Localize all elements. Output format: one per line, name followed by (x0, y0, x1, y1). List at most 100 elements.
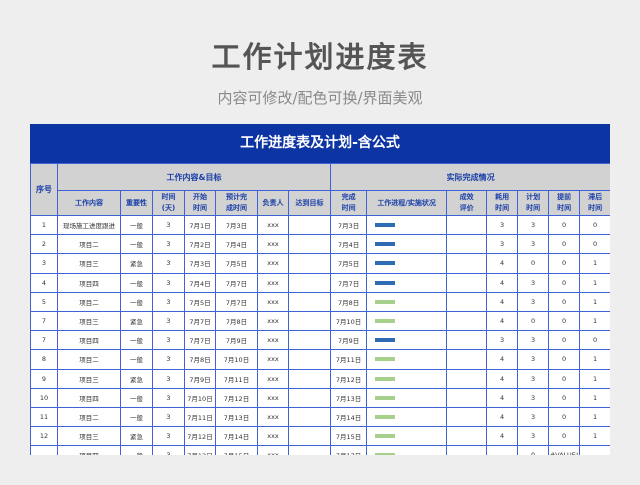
table-cell[interactable] (287, 214, 332, 236)
table-cell[interactable]: 3 (517, 330, 550, 351)
table-cell[interactable]: 1 (579, 406, 610, 428)
table-cell[interactable] (486, 445, 519, 455)
table-cell[interactable]: 紧急 (120, 310, 153, 332)
table-cell[interactable]: 项目四 (57, 272, 121, 293)
progress-cell[interactable] (366, 387, 448, 408)
table-cell[interactable] (287, 291, 332, 312)
table-cell[interactable]: 7月11日 (184, 406, 216, 428)
table-cell[interactable]: 7 (30, 310, 58, 332)
table-cell[interactable]: 3 (486, 214, 519, 236)
table-cell[interactable]: 7月8日 (330, 291, 368, 312)
table-cell[interactable]: 0 (579, 234, 610, 255)
progress-cell[interactable] (366, 310, 448, 332)
table-cell[interactable]: 7月7日 (215, 291, 258, 312)
table-cell[interactable]: 3 (152, 272, 185, 293)
table-cell[interactable]: 一般 (120, 349, 153, 370)
table-cell[interactable]: 3 (152, 368, 185, 389)
table-cell[interactable]: 7月1日 (184, 214, 216, 236)
table-cell[interactable] (446, 291, 488, 312)
table-cell[interactable] (446, 368, 488, 389)
table-cell[interactable] (287, 234, 332, 255)
table-cell[interactable] (287, 406, 332, 428)
table-cell[interactable]: 3 (517, 291, 550, 312)
table-cell[interactable]: 一般 (120, 234, 153, 255)
table-cell[interactable]: 1 (579, 310, 610, 332)
table-cell[interactable]: 7月10日 (215, 349, 258, 370)
table-cell[interactable]: 4 (486, 368, 519, 389)
table-cell[interactable]: 一般 (120, 330, 153, 351)
table-cell[interactable]: 0 (517, 445, 550, 455)
table-cell[interactable] (446, 330, 488, 351)
table-cell[interactable]: 3 (517, 349, 550, 370)
progress-cell[interactable] (366, 368, 448, 389)
table-cell[interactable] (446, 214, 488, 236)
table-cell[interactable]: 7月12日 (184, 426, 216, 447)
table-cell[interactable]: 7月14日 (330, 406, 368, 428)
table-cell[interactable]: 0 (548, 234, 581, 255)
table-cell[interactable]: 7月5日 (215, 253, 258, 274)
table-cell[interactable]: 3 (152, 349, 185, 370)
table-cell[interactable]: xxx (257, 272, 289, 293)
table-cell[interactable]: 4 (30, 272, 58, 293)
table-cell[interactable]: 3 (486, 234, 519, 255)
table-cell[interactable]: 7月3日 (330, 214, 368, 236)
table-cell[interactable]: 1 (579, 349, 610, 370)
table-cell[interactable]: 7月14日 (215, 426, 258, 447)
table-cell[interactable]: 3 (517, 272, 550, 293)
table-cell[interactable] (446, 234, 488, 255)
table-cell[interactable]: 10 (30, 387, 58, 408)
table-cell[interactable]: 3 (152, 253, 185, 274)
progress-cell[interactable] (366, 330, 448, 351)
table-cell[interactable]: 7 (30, 330, 58, 351)
table-cell[interactable] (287, 310, 332, 332)
table-cell[interactable]: 8 (30, 349, 58, 370)
table-cell[interactable]: 7月4日 (215, 234, 258, 255)
table-cell[interactable]: xxx (257, 214, 289, 236)
table-cell[interactable]: 4 (486, 426, 519, 447)
progress-cell[interactable] (366, 234, 448, 255)
table-cell[interactable]: 7月12日 (215, 387, 258, 408)
table-cell[interactable]: 0 (548, 330, 581, 351)
table-cell[interactable]: xxx (257, 291, 289, 312)
table-cell[interactable] (287, 253, 332, 274)
table-cell[interactable]: 0 (548, 406, 581, 428)
table-cell[interactable]: 0 (548, 387, 581, 408)
table-cell[interactable] (446, 387, 488, 408)
progress-cell[interactable] (366, 214, 448, 236)
table-cell[interactable]: 7月7日 (184, 330, 216, 351)
table-cell[interactable]: 7月10日 (184, 387, 216, 408)
table-cell[interactable]: 7月5日 (330, 253, 368, 274)
table-cell[interactable]: 一般 (120, 445, 153, 455)
table-cell[interactable]: 3 (152, 310, 185, 332)
table-cell[interactable]: 1 (579, 291, 610, 312)
table-cell[interactable]: 项目三 (57, 426, 121, 447)
table-cell[interactable]: 项目三 (57, 253, 121, 274)
table-cell[interactable]: 项目二 (57, 406, 121, 428)
table-cell[interactable]: 7月13日 (330, 387, 368, 408)
table-cell[interactable]: 7月8日 (184, 349, 216, 370)
progress-cell[interactable] (366, 272, 448, 293)
table-cell[interactable]: 一般 (120, 272, 153, 293)
table-cell[interactable] (287, 445, 332, 455)
table-cell[interactable]: 0 (579, 214, 610, 236)
table-cell[interactable]: 7月7日 (184, 310, 216, 332)
table-cell[interactable]: 7月5日 (184, 291, 216, 312)
table-cell[interactable]: 1 (579, 368, 610, 389)
table-cell[interactable] (30, 445, 58, 455)
table-cell[interactable]: 7月7日 (215, 272, 258, 293)
table-cell[interactable]: 12 (30, 426, 58, 447)
table-cell[interactable]: 项目三 (57, 368, 121, 389)
table-cell[interactable] (446, 253, 488, 274)
table-cell[interactable]: 项目二 (57, 234, 121, 255)
table-cell[interactable]: 0 (548, 253, 581, 274)
table-cell[interactable]: 3 (152, 214, 185, 236)
table-cell[interactable]: 项目二 (57, 349, 121, 370)
table-cell[interactable] (287, 330, 332, 351)
table-cell[interactable]: 项目四 (57, 330, 121, 351)
table-cell[interactable]: 7月7日 (330, 272, 368, 293)
table-cell[interactable]: 1 (579, 387, 610, 408)
table-cell[interactable] (446, 310, 488, 332)
table-cell[interactable] (287, 387, 332, 408)
table-cell[interactable] (446, 406, 488, 428)
table-cell[interactable]: 7月2日 (184, 234, 216, 255)
